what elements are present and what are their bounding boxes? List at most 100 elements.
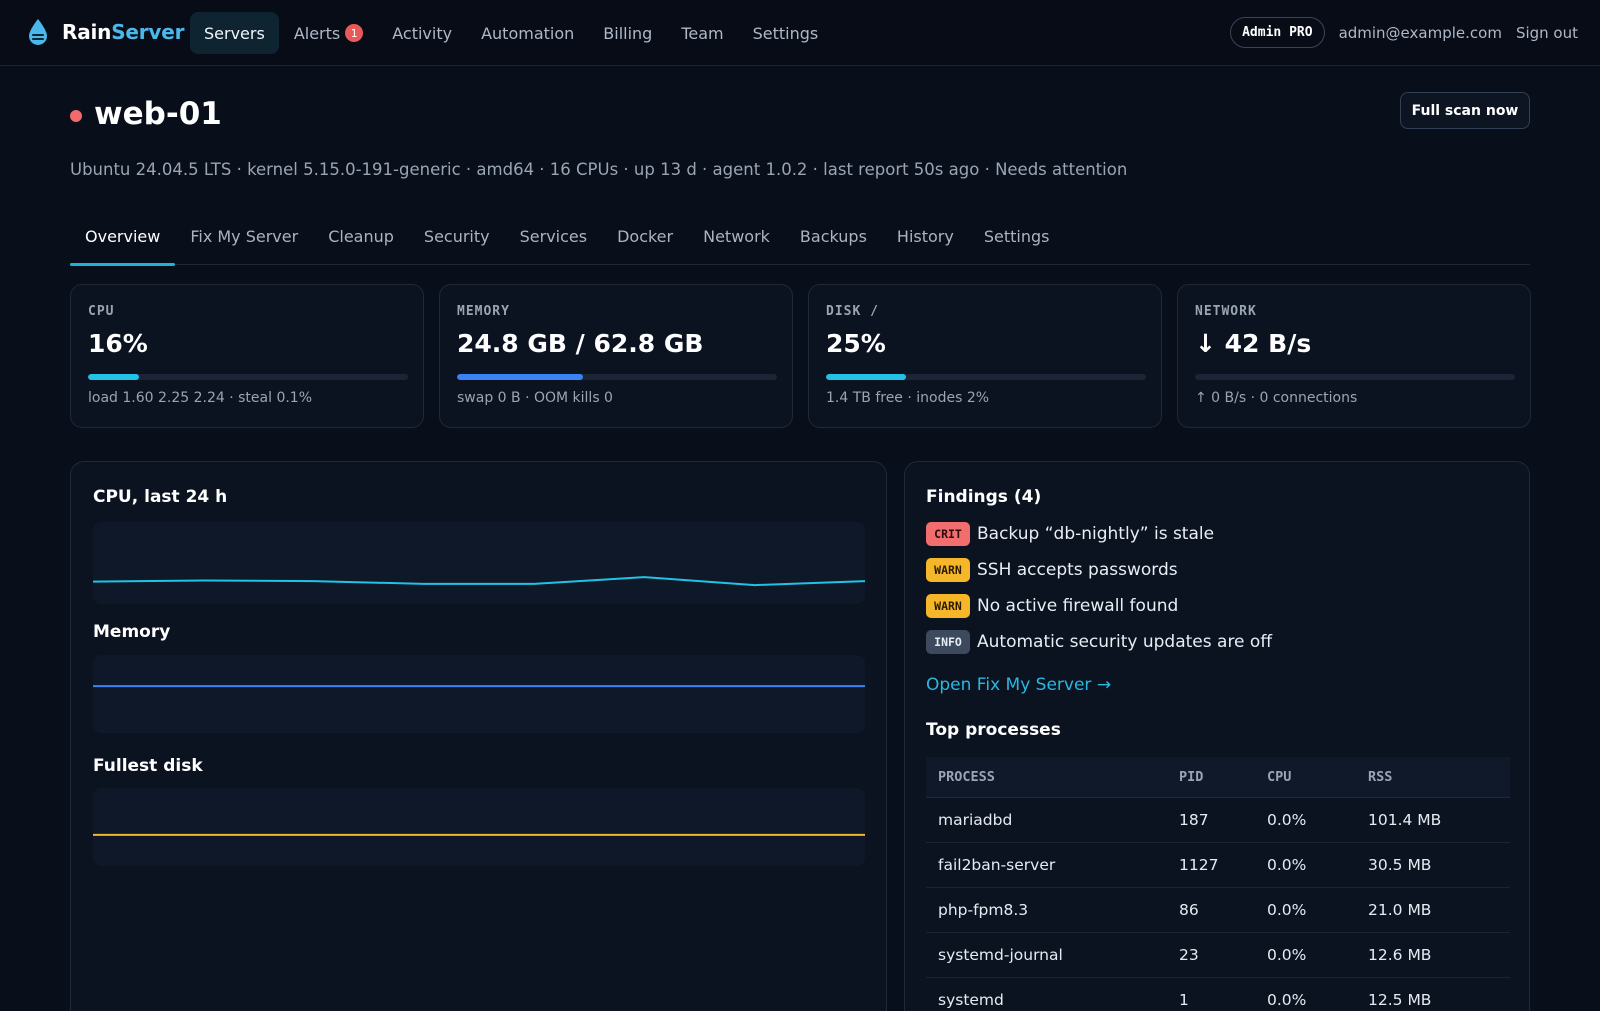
process-name: systemd-journal <box>926 932 1167 978</box>
card-label: MEMORY <box>457 304 510 319</box>
nav-alerts[interactable]: Alerts 1 <box>280 12 377 54</box>
server-status-dot <box>70 110 82 122</box>
process-cpu: 0.0% <box>1255 842 1356 888</box>
tab-history[interactable]: History <box>896 227 954 246</box>
alerts-count-badge: 1 <box>345 24 364 42</box>
nav-activity[interactable]: Activity <box>392 23 453 43</box>
cpu-card: CPU 16% load 1.60 2.25 2.24 · steal 0.1% <box>70 284 424 428</box>
severity-badge: WARN <box>926 558 970 582</box>
tab-docker[interactable]: Docker <box>617 227 674 246</box>
finding-item[interactable]: INFO Automatic security updates are off <box>926 629 1272 655</box>
tab-fix-my-server[interactable]: Fix My Server <box>190 227 299 246</box>
column-header-cpu[interactable]: CPU <box>1255 757 1356 798</box>
process-pid: 86 <box>1167 887 1255 933</box>
finding-text: No active firewall found <box>977 596 1179 616</box>
finding-text: Backup “db-nightly” is stale <box>977 524 1215 544</box>
findings-panel: Findings (4) CRIT Backup “db-nightly” is… <box>904 461 1530 1011</box>
raindrop-icon <box>29 19 47 45</box>
nav-settings[interactable]: Settings <box>752 23 819 43</box>
tab-backups[interactable]: Backups <box>799 227 867 246</box>
tab-services[interactable]: Services <box>519 227 588 246</box>
process-rss: 101.4 MB <box>1356 797 1510 843</box>
process-cpu: 0.0% <box>1255 977 1356 1011</box>
card-value: 16% <box>88 329 148 358</box>
usage-bar <box>1195 374 1515 380</box>
card-value: ↓ 42 B/s <box>1195 329 1312 358</box>
process-pid: 1 <box>1167 977 1255 1011</box>
disk-card: DISK / 25% 1.4 TB free · inodes 2% <box>808 284 1162 428</box>
tab-settings[interactable]: Settings <box>983 227 1050 246</box>
usage-bar <box>88 374 408 380</box>
server-tabs: Overview Fix My Server Cleanup Security … <box>70 219 1530 266</box>
finding-text: Automatic security updates are off <box>977 632 1273 652</box>
admin-plan-badge: Admin PRO <box>1230 17 1325 48</box>
tab-security[interactable]: Security <box>423 227 490 246</box>
finding-item[interactable]: CRIT Backup “db-nightly” is stale <box>926 521 1214 547</box>
charts-panel: CPU, last 24 h Memory Fullest disk <box>70 461 887 1011</box>
tab-cleanup[interactable]: Cleanup <box>328 227 394 246</box>
severity-badge: INFO <box>926 630 970 654</box>
card-subtext: 1.4 TB free · inodes 2% <box>826 390 990 406</box>
table-row[interactable]: systemd-journal 23 0.0% 12.6 MB <box>926 932 1510 978</box>
process-name: fail2ban-server <box>926 842 1167 888</box>
table-row[interactable]: systemd 1 0.0% 12.5 MB <box>926 977 1510 1011</box>
memory-card: MEMORY 24.8 GB / 62.8 GB swap 0 B · OOM … <box>439 284 793 428</box>
process-rss: 30.5 MB <box>1356 842 1510 888</box>
card-subtext: ↑ 0 B/s · 0 connections <box>1195 390 1358 406</box>
page-title: web-01 <box>94 96 222 132</box>
memory-chart-title: Memory <box>93 622 171 642</box>
memory-sparkline <box>93 685 865 688</box>
top-processes-title: Top processes <box>926 720 1061 740</box>
process-name: systemd <box>926 977 1167 1011</box>
brand-name: RainServer <box>62 20 185 44</box>
process-rss: 21.0 MB <box>1356 887 1510 933</box>
network-card: NETWORK ↓ 42 B/s ↑ 0 B/s · 0 connections <box>1177 284 1531 428</box>
card-value: 25% <box>826 329 886 358</box>
usage-bar <box>826 374 1146 380</box>
open-fix-my-server-link[interactable]: Open Fix My Server → <box>926 675 1112 695</box>
full-scan-button[interactable]: Full scan now <box>1400 92 1530 129</box>
severity-badge: WARN <box>926 594 970 618</box>
cpu-chart <box>93 522 865 604</box>
process-name: mariadbd <box>926 797 1167 843</box>
column-header-process[interactable]: PROCESS <box>926 757 1167 798</box>
memory-chart <box>93 655 865 733</box>
card-subtext: load 1.60 2.25 2.24 · steal 0.1% <box>88 390 313 406</box>
cpu-sparkline <box>93 576 865 587</box>
usage-bar-fill <box>826 374 906 380</box>
usage-bar <box>457 374 777 380</box>
table-row[interactable]: fail2ban-server 1127 0.0% 30.5 MB <box>926 842 1510 888</box>
brand-logo[interactable]: RainServer <box>26 18 185 46</box>
column-header-pid[interactable]: PID <box>1167 757 1255 798</box>
process-rss: 12.5 MB <box>1356 977 1510 1011</box>
process-cpu: 0.0% <box>1255 887 1356 933</box>
process-pid: 187 <box>1167 797 1255 843</box>
account-email: admin@example.com <box>1338 23 1502 42</box>
finding-text: SSH accepts passwords <box>977 560 1178 580</box>
table-row[interactable]: mariadbd 187 0.0% 101.4 MB <box>926 797 1510 843</box>
tab-overview[interactable]: Overview <box>70 219 176 266</box>
finding-item[interactable]: WARN SSH accepts passwords <box>926 557 1178 583</box>
tab-network[interactable]: Network <box>703 227 770 246</box>
findings-title: Findings (4) <box>926 487 1042 507</box>
card-subtext: swap 0 B · OOM kills 0 <box>457 390 613 406</box>
sign-out-link[interactable]: Sign out <box>1515 23 1578 42</box>
nav-servers[interactable]: Servers <box>190 12 279 54</box>
process-pid: 1127 <box>1167 842 1255 888</box>
nav-billing[interactable]: Billing <box>603 23 653 43</box>
main-nav: Servers Alerts 1 Activity Automation Bill… <box>190 12 833 54</box>
cpu-series-line <box>93 576 865 587</box>
process-cpu: 0.0% <box>1255 932 1356 978</box>
finding-item[interactable]: WARN No active firewall found <box>926 593 1178 619</box>
table-row[interactable]: php-fpm8.3 86 0.0% 21.0 MB <box>926 887 1510 933</box>
card-label: DISK / <box>826 304 879 319</box>
processes-table: PROCESS PID CPU RSS mariadbd 187 0.0% 10… <box>926 757 1510 1011</box>
column-header-rss[interactable]: RSS <box>1356 757 1510 798</box>
disk-chart-title: Fullest disk <box>93 756 203 776</box>
usage-bar-fill <box>457 374 584 380</box>
disk-chart <box>93 788 865 866</box>
card-value: 24.8 GB / 62.8 GB <box>457 329 704 358</box>
cpu-chart-title: CPU, last 24 h <box>93 487 228 507</box>
nav-automation[interactable]: Automation <box>481 23 575 43</box>
nav-team[interactable]: Team <box>681 23 724 43</box>
